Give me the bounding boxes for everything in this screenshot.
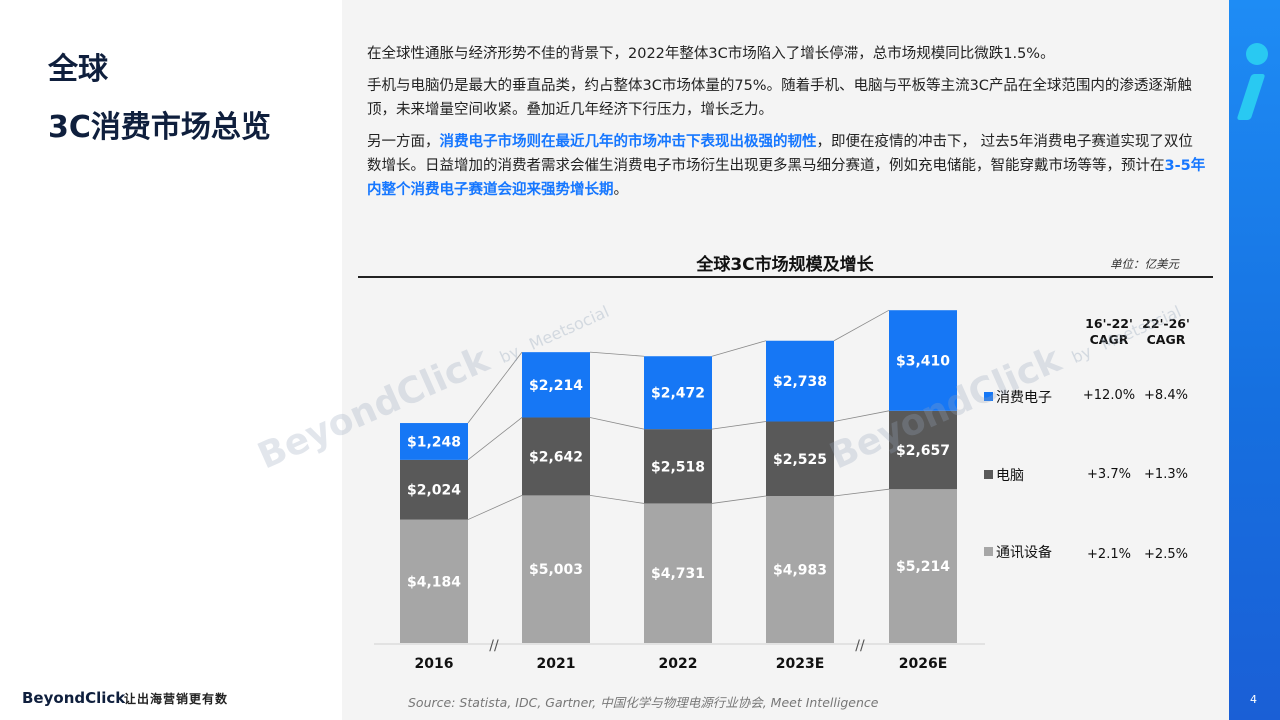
cagr-value: +3.7%	[1087, 467, 1131, 482]
legend-label: 电脑	[996, 468, 1024, 484]
legend-swatch	[984, 470, 993, 479]
source-note: Source: Statista, IDC, Gartner, 中国化学与物理电…	[408, 695, 879, 710]
legend-item-consumer-electronics: 消费电子	[984, 387, 1052, 407]
cagr-value: +12.0%	[1082, 388, 1136, 403]
legend-item-telecom: 通讯设备	[984, 542, 1052, 562]
data-label: $2,472	[651, 386, 705, 402]
left-panel	[0, 0, 342, 720]
chart-header-rule	[358, 276, 1213, 278]
axis-break-mark: //	[489, 638, 499, 654]
bar-segment	[400, 519, 468, 643]
data-label: $5,003	[529, 562, 583, 578]
paragraph-3-text-a: 另一方面，	[367, 134, 440, 150]
data-label: $1,248	[407, 434, 461, 450]
bar-segment	[766, 421, 834, 497]
data-label: $2,642	[529, 449, 583, 465]
bar-segment	[889, 489, 957, 643]
data-label: $4,983	[773, 563, 827, 579]
cagr-value: +2.1%	[1087, 547, 1131, 562]
paragraph-2: 手机与电脑仍是最大的垂直品类，约占整体3C市场体量的75%。随着手机、电脑与平板…	[367, 78, 1192, 118]
watermark-by: by	[1068, 341, 1095, 367]
data-label: $2,657	[896, 443, 950, 459]
watermark-by: by	[496, 341, 523, 367]
connector-line	[589, 417, 645, 430]
connector-line	[711, 421, 767, 430]
connector-line	[711, 340, 767, 357]
x-tick-label: 2023E	[776, 656, 825, 672]
cagr-header-2-label: CAGR	[1146, 332, 1186, 347]
page-number: 4	[1250, 693, 1257, 706]
connector-line	[833, 309, 890, 342]
connector-line	[589, 495, 645, 504]
legend-item-computer: 电脑	[984, 465, 1024, 485]
cagr-header-2: 22'-26' CAGR	[1136, 316, 1196, 348]
paragraph-3-highlight-b: 3-5年内整个消费电子赛道会迎来强势增长期	[367, 158, 1206, 198]
connector-line	[467, 351, 523, 424]
data-label: $2,024	[407, 483, 461, 499]
brand-dot-icon	[1246, 43, 1268, 65]
footer-logo: BeyondClick	[22, 689, 126, 707]
accent-bar	[1229, 0, 1280, 720]
bar-segment	[644, 356, 712, 430]
cagr-value: +1.3%	[1144, 467, 1188, 482]
cagr-header-2-period: 22'-26'	[1142, 316, 1190, 331]
data-label: $4,731	[651, 566, 705, 582]
data-label: $2,525	[773, 452, 827, 468]
bar-segment	[400, 423, 468, 460]
bar-segment	[644, 503, 712, 643]
cagr-header-1-label: CAGR	[1089, 332, 1129, 347]
paragraph-3-highlight-a: 消费电子市场则在最近几年的市场冲击下表现出极强的韧性	[439, 134, 817, 150]
paragraph-3-text-b: ，即便在疫情的冲击下， 过去5年消费电子赛道实现了双位数增长。日益增加的消费者需…	[367, 134, 1193, 174]
bar-segment	[766, 496, 834, 643]
cagr-value: +2.5%	[1144, 547, 1188, 562]
connector-line	[467, 495, 523, 520]
paragraph-3: 另一方面，消费电子市场则在最近几年的市场冲击下表现出极强的韧性，即便在疫情的冲击…	[367, 130, 1207, 202]
page-title-line-1: 全球	[48, 52, 108, 87]
page-title-line-2: 3C消费市场总览	[48, 110, 271, 145]
legend-label: 通讯设备	[996, 545, 1052, 561]
chart-unit: 单位：亿美元	[1110, 257, 1179, 271]
data-label: $2,518	[651, 459, 705, 475]
bar-segment	[522, 352, 590, 418]
x-tick-label: 2016	[415, 656, 454, 672]
x-tick-label: 2021	[537, 656, 576, 672]
bar-segment	[889, 310, 957, 411]
bar-segment	[522, 417, 590, 496]
connector-line	[467, 417, 523, 461]
bar-segment	[766, 340, 834, 422]
data-label: $2,214	[529, 378, 583, 394]
legend-label: 消费电子	[996, 390, 1052, 406]
bar-segment	[400, 459, 468, 520]
data-label: $5,214	[896, 559, 950, 575]
legend-swatch	[984, 392, 993, 401]
x-tick-label: 2026E	[899, 656, 948, 672]
paragraph-3-text-c: 。	[613, 182, 629, 198]
cagr-value: +8.4%	[1144, 388, 1188, 403]
data-label: $4,184	[407, 574, 461, 590]
axis-break-mark: //	[855, 638, 865, 654]
footer-tagline: 让出海营销更有数	[124, 692, 229, 706]
connector-line	[711, 495, 767, 504]
bar-segment	[644, 429, 712, 504]
bar-segment	[522, 495, 590, 643]
connector-line	[833, 488, 890, 497]
x-tick-label: 2022	[659, 656, 698, 672]
chart-title: 全球3C市场规模及增长	[696, 255, 874, 275]
connector-line	[833, 410, 890, 422]
cagr-header-1-period: 16'-22'	[1085, 316, 1133, 331]
legend-swatch	[984, 547, 993, 556]
connector-line	[589, 351, 645, 357]
data-label: $2,738	[773, 374, 827, 390]
cagr-header-1: 16'-22' CAGR	[1079, 316, 1139, 348]
data-label: $3,410	[896, 354, 950, 370]
paragraph-1: 在全球性通胀与经济形势不佳的背景下，2022年整体3C市场陷入了增长停滞，总市场…	[367, 46, 1055, 62]
bar-segment	[889, 410, 957, 490]
